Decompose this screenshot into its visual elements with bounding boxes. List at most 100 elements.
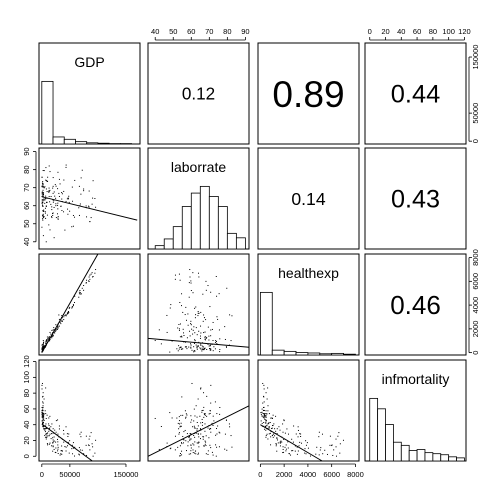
scatter-point bbox=[205, 441, 207, 443]
scatter-point bbox=[212, 415, 214, 417]
scatter-point bbox=[272, 414, 274, 416]
scatter-point bbox=[198, 441, 200, 443]
scatter-point bbox=[190, 346, 192, 348]
scatter-point bbox=[179, 323, 181, 325]
histogram-bar bbox=[217, 206, 228, 250]
scatter-point bbox=[263, 384, 265, 386]
scatter-point bbox=[41, 388, 43, 390]
scatter-point bbox=[191, 328, 193, 330]
scatter-point bbox=[267, 438, 269, 440]
y-axis-left-infmortality: 0 20 40 60 80 100 120 bbox=[22, 355, 37, 458]
scatter-point bbox=[190, 343, 192, 345]
scatter-point bbox=[46, 414, 48, 416]
scatter-point bbox=[43, 425, 45, 427]
scatter-point bbox=[48, 337, 50, 339]
scatter-point bbox=[43, 199, 45, 201]
tick-label: 70 bbox=[205, 27, 213, 36]
scatter-point bbox=[43, 417, 45, 419]
scatter-point bbox=[204, 347, 206, 349]
scatter-point bbox=[263, 416, 265, 418]
scatter-point bbox=[67, 435, 69, 437]
scatter-point bbox=[198, 436, 200, 438]
scatter-point bbox=[57, 188, 59, 190]
scatter-point bbox=[48, 428, 50, 430]
scatter-point bbox=[90, 217, 92, 219]
scatter-point bbox=[57, 327, 59, 329]
scatter-point bbox=[79, 433, 81, 435]
scatter-point bbox=[200, 433, 202, 435]
scatter-point bbox=[170, 304, 172, 306]
scatter-point bbox=[181, 335, 183, 337]
scatter-point bbox=[160, 426, 162, 428]
scatter-point bbox=[52, 192, 54, 194]
scatter-point bbox=[45, 241, 47, 243]
scatter-point bbox=[71, 306, 73, 308]
panel-laborrate-healthexp: 0.14 bbox=[257, 147, 360, 250]
scatter-point bbox=[204, 423, 206, 425]
tick-label: 60 bbox=[22, 202, 31, 210]
scatter-point bbox=[195, 344, 197, 346]
scatter-point bbox=[52, 439, 54, 441]
scatter-point bbox=[276, 437, 278, 439]
scatter-point bbox=[43, 398, 45, 400]
scatter-point bbox=[78, 291, 80, 293]
scatter-point bbox=[89, 274, 91, 276]
scatter-point bbox=[262, 402, 264, 404]
scatter-point bbox=[276, 439, 278, 441]
panel-GDP-GDP: GDP bbox=[38, 42, 141, 145]
scatter-point bbox=[217, 425, 219, 427]
histogram-bar bbox=[456, 457, 465, 462]
scatter-point bbox=[61, 453, 63, 455]
scatter-point bbox=[74, 455, 76, 457]
scatter-point bbox=[49, 415, 51, 417]
histogram-bar bbox=[283, 350, 297, 356]
scatter-point bbox=[91, 272, 93, 274]
scatter-point bbox=[200, 388, 202, 390]
scatter-point bbox=[196, 428, 198, 430]
scatter-point bbox=[45, 205, 47, 207]
scatter-point bbox=[197, 433, 199, 435]
scatter-point bbox=[78, 293, 80, 295]
scatter-point bbox=[265, 414, 267, 416]
scatter-point bbox=[89, 278, 91, 280]
panel-healthexp-GDP bbox=[38, 253, 141, 356]
histogram-bar bbox=[424, 452, 434, 462]
panel-frame bbox=[147, 253, 250, 356]
scatter-point bbox=[42, 215, 44, 217]
scatter-point bbox=[41, 415, 43, 417]
scatter-point bbox=[208, 339, 210, 341]
tick-label: 100 bbox=[442, 27, 455, 36]
scatter-point bbox=[81, 449, 83, 451]
scatter-point bbox=[41, 407, 43, 409]
scatter-point bbox=[210, 291, 212, 293]
scatter-point bbox=[180, 346, 182, 348]
scatter-point bbox=[188, 296, 190, 298]
histogram-bar bbox=[319, 353, 333, 356]
scatter-point bbox=[42, 213, 44, 215]
scatter-point bbox=[186, 348, 188, 350]
scatter-point bbox=[280, 440, 282, 442]
scatter-point bbox=[190, 453, 192, 455]
scatter-point bbox=[65, 446, 67, 448]
scatter-point bbox=[291, 450, 293, 452]
scatter-point bbox=[198, 312, 200, 314]
scatter-point bbox=[192, 272, 194, 274]
scatter-point bbox=[177, 327, 179, 329]
scatter-point bbox=[183, 439, 185, 441]
panel-GDP-laborrate: 0.12 bbox=[147, 42, 250, 145]
scatter-point bbox=[91, 203, 93, 205]
scatter-point bbox=[304, 452, 306, 454]
scatter-point bbox=[189, 269, 191, 271]
scatter-point bbox=[74, 301, 76, 303]
scatter-point bbox=[212, 425, 214, 427]
scatter-point bbox=[335, 438, 337, 440]
scatter-point bbox=[58, 314, 60, 316]
scatter-point bbox=[66, 433, 68, 435]
scatter-point bbox=[47, 432, 49, 434]
scatter-point bbox=[181, 305, 183, 307]
scatter-point bbox=[191, 349, 193, 351]
scatter-point bbox=[268, 413, 270, 415]
scatter-point bbox=[52, 329, 54, 331]
scatter-point bbox=[190, 444, 192, 446]
scatter-point bbox=[71, 444, 73, 446]
